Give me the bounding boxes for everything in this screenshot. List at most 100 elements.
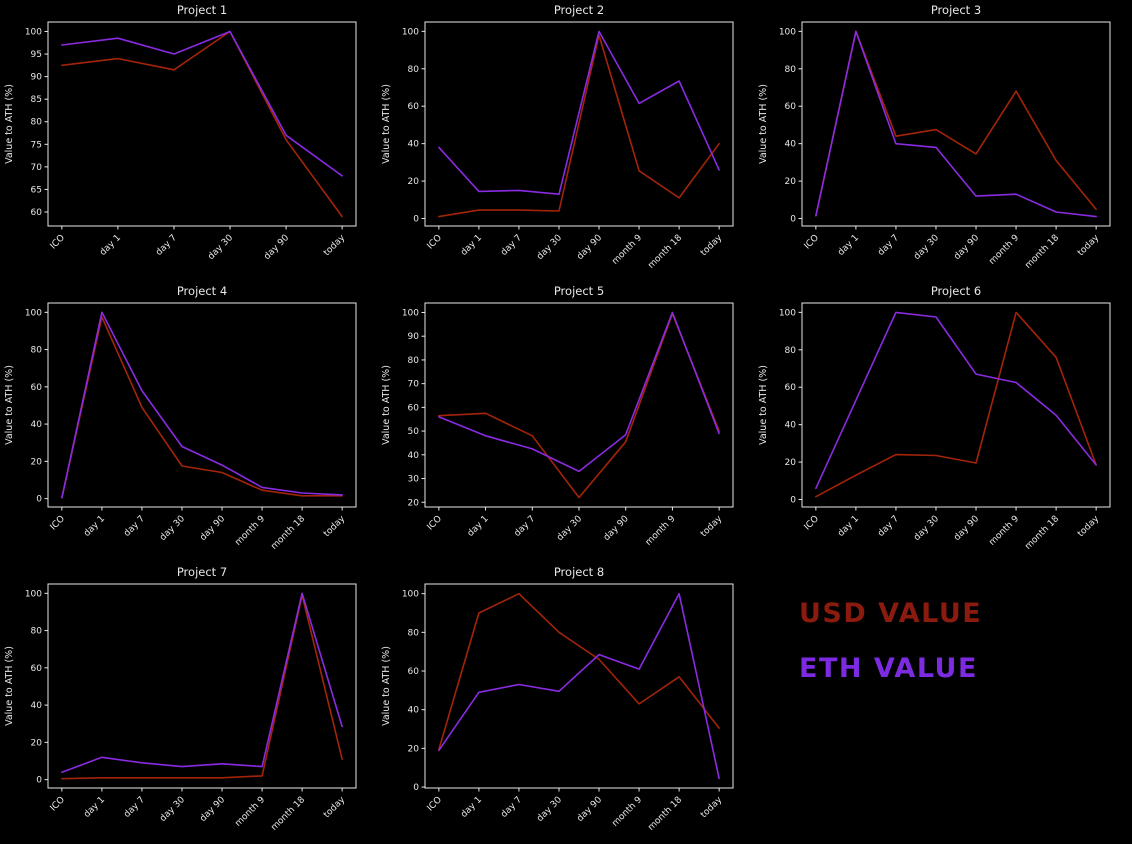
x-tick-label: ICO [803, 514, 821, 532]
eth-line [438, 592, 720, 780]
x-tick-label: day 30 [535, 233, 564, 262]
chart-project-7: 0 20 40 60 80 100 ICO day 1 day 7 day 30 day 90 mon… [0, 562, 377, 843]
x-tick-label: day 1 [466, 514, 491, 539]
x-tick-label: ICO [426, 795, 444, 813]
x-tick-label: day 7 [876, 514, 901, 539]
y-tick-label: 75 [31, 140, 42, 150]
x-tick-label: ICO [49, 514, 67, 532]
x-tick-label: today [322, 795, 348, 821]
chart-project-1: 60 65 70 75 80 85 90 95 100 ICO day 1 day 7 day 30 da… [0, 0, 377, 281]
x-tick-label: today [699, 795, 725, 821]
eth-line [61, 592, 343, 773]
y-axis-label: Value to ATH (%) [4, 365, 15, 445]
x-tick-label: day 30 [206, 233, 235, 262]
x-tick-label: day 1 [836, 233, 861, 258]
x-tick-label: day 7 [876, 233, 901, 258]
x-tick-label: day 7 [154, 233, 179, 258]
x-tick-label: ICO [49, 795, 67, 813]
x-tick-label: day 7 [122, 795, 147, 820]
y-tick-label: 60 [408, 667, 420, 677]
x-tick-label: day 90 [602, 514, 631, 543]
y-tick-label: 70 [408, 380, 420, 390]
x-tick-label: day 30 [158, 514, 187, 543]
chart-canvas: 20 30 40 50 60 70 80 90 100 ICO day 1 day 7 day 30 da… [381, 284, 734, 548]
x-tick-label: day 7 [513, 514, 538, 539]
plot-border [801, 21, 1111, 227]
x-tick-label: today [322, 233, 348, 259]
x-tick-label: day 30 [555, 514, 584, 543]
x-tick-label: month 18 [646, 795, 684, 833]
y-tick-label: 80 [785, 65, 797, 75]
y-tick-label: 65 [31, 185, 42, 195]
x-tick-label: day 90 [952, 514, 981, 543]
y-tick-label: 95 [31, 50, 42, 60]
usd-line [61, 594, 343, 780]
x-tick-label: today [322, 514, 348, 540]
x-tick-label: today [1076, 514, 1102, 540]
y-tick-label: 100 [779, 308, 796, 318]
x-tick-label: day 1 [459, 233, 484, 258]
y-tick-label: 40 [31, 420, 43, 430]
usd-line [61, 30, 343, 218]
chart-project-8: 0 20 40 60 80 100 ICO day 1 day 7 day 30 day 90 mon… [377, 562, 754, 843]
y-tick-label: 20 [408, 744, 420, 754]
y-tick-label: 50 [408, 427, 420, 437]
y-tick-label: 60 [785, 102, 797, 112]
eth-line [61, 311, 343, 499]
x-tick-label: day 7 [499, 795, 524, 820]
y-tick-label: 60 [785, 383, 797, 393]
x-tick-label: month 9 [987, 233, 1021, 267]
eth-line [815, 311, 1097, 490]
chart-project-4: 0 20 40 60 80 100 ICO day 1 day 7 day 30 day 90 mon… [0, 281, 377, 562]
y-tick-label: 60 [408, 102, 420, 112]
chart-project-2: 0 20 40 60 80 100 ICO day 1 day 7 day 30 day 90 mon… [377, 0, 754, 281]
legend-eth-label: ETH VALUE [799, 653, 978, 684]
y-tick-label: 80 [408, 628, 420, 638]
eth-line [61, 30, 343, 177]
x-tick-label: month 18 [1023, 514, 1061, 552]
x-tick-label: month 18 [1023, 233, 1061, 271]
y-tick-label: 40 [408, 451, 420, 461]
x-tick-label: month 18 [269, 795, 307, 833]
y-tick-label: 40 [785, 140, 797, 150]
y-tick-label: 20 [785, 458, 797, 468]
y-tick-label: 60 [31, 383, 43, 393]
x-tick-label: month 9 [610, 233, 644, 267]
y-tick-label: 70 [31, 163, 43, 173]
x-tick-label: day 90 [262, 233, 291, 262]
y-axis-label: Value to ATH (%) [4, 646, 15, 726]
y-tick-label: 80 [31, 118, 43, 128]
chart-title: Project 8 [554, 565, 604, 579]
x-tick-label: ICO [426, 233, 444, 251]
plot-border [424, 302, 734, 508]
eth-line [438, 311, 720, 473]
x-tick-label: day 1 [82, 795, 107, 820]
y-tick-label: 100 [402, 27, 419, 37]
legend-usd-label: USD VALUE [799, 598, 983, 629]
x-tick-label: day 90 [575, 233, 604, 262]
y-tick-label: 90 [408, 332, 420, 342]
chart-title: Project 6 [931, 284, 981, 298]
eth-line [438, 30, 720, 195]
y-tick-label: 85 [31, 95, 42, 105]
y-tick-label: 100 [25, 589, 42, 599]
x-tick-label: day 1 [98, 233, 123, 258]
plot-border [424, 583, 734, 789]
x-tick-label: day 1 [459, 795, 484, 820]
y-tick-label: 80 [31, 627, 43, 637]
y-tick-label: 60 [408, 403, 420, 413]
chart-title: Project 3 [931, 3, 981, 17]
x-tick-label: day 7 [122, 514, 147, 539]
x-tick-label: day 30 [912, 514, 941, 543]
x-tick-label: day 90 [952, 233, 981, 262]
x-tick-label: today [699, 514, 725, 540]
usd-line [815, 30, 1097, 217]
y-tick-label: 40 [408, 140, 420, 150]
y-tick-label: 20 [408, 177, 420, 187]
y-tick-label: 20 [785, 177, 797, 187]
